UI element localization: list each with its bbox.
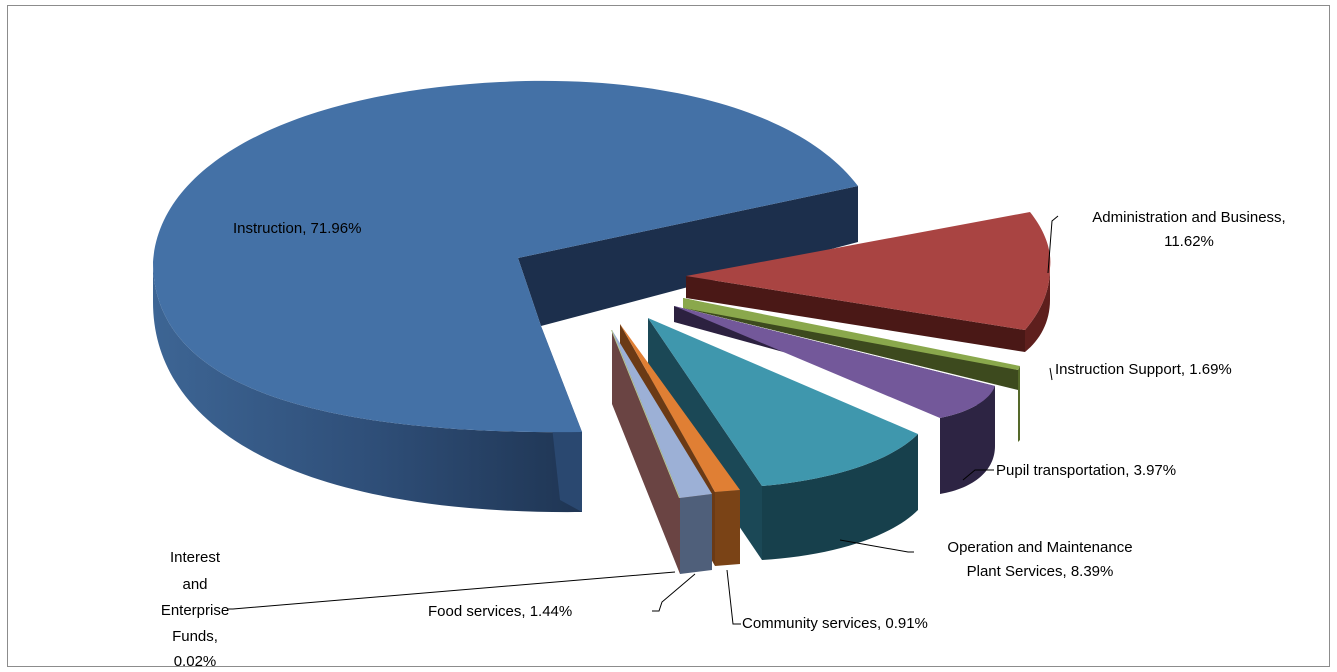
leader-lines [228,215,1059,625]
slice-administration-and-business [686,212,1051,352]
label-operation-line-1: Operation and Maintenance [947,539,1132,556]
label-interest-line-3: Enterprise [161,602,229,619]
label-administration-line-2: 11.62% [1164,233,1214,250]
slice-instruction [153,80,858,513]
slice-interest-and-enterprise-funds [611,330,680,498]
label-administration-line-1: Administration and Business, [1092,209,1285,226]
label-pupil-transportation: Pupil transportation, 3.97% [996,462,1176,479]
slice-instruction-support [683,298,1020,442]
label-interest-line-5: 0.02% [174,653,217,670]
label-interest-line-1: Interest [170,549,221,566]
label-interest-line-4: Funds, [172,628,218,645]
slice-food-services [612,330,712,574]
label-operation-line-2: Plant Services, 8.39% [967,563,1114,580]
label-interest-line-2: and [182,576,207,593]
label-instruction-support: Instruction Support, 1.69% [1055,361,1232,378]
label-community-services: Community services, 0.91% [742,615,928,632]
label-food-services: Food services, 1.44% [428,603,572,620]
label-instruction: Instruction, 71.96% [233,220,361,237]
slice-pupil-transportation [674,306,995,494]
